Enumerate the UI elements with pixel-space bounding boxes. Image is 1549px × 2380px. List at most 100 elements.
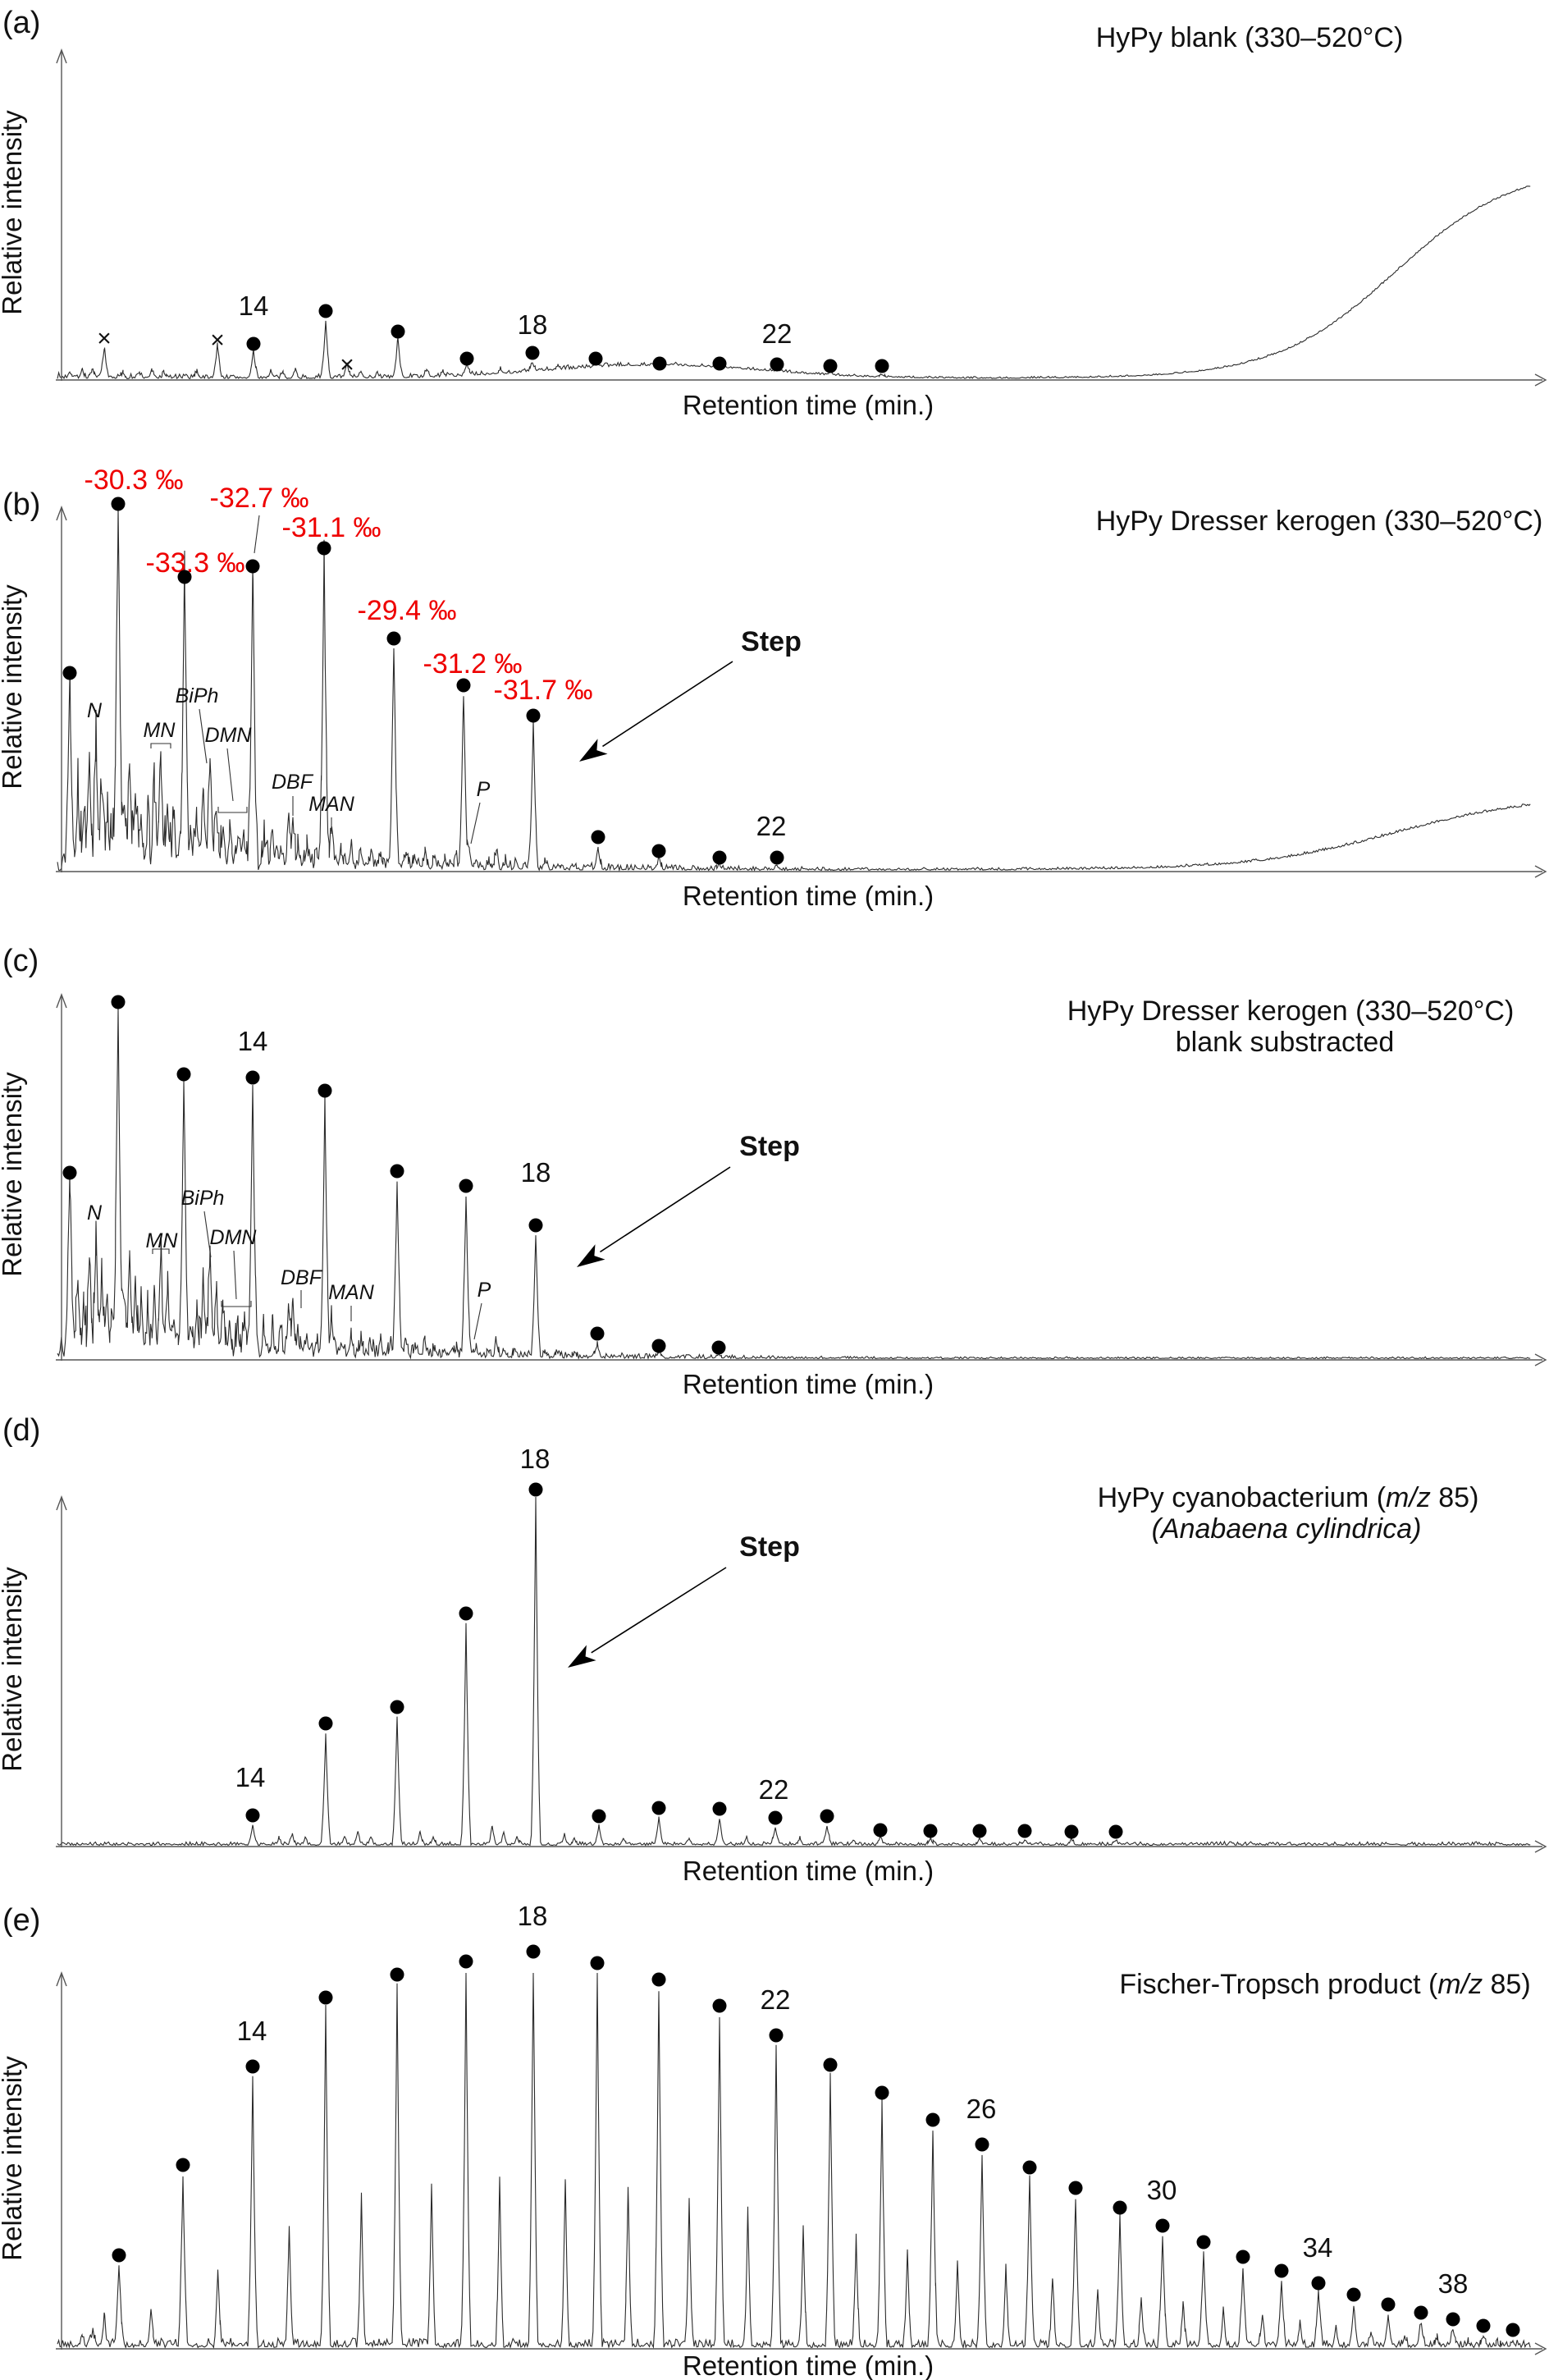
panel-e-peak-dot-2 (245, 2059, 260, 2074)
panel-c-peak-dot-8 (590, 1326, 605, 1341)
panel-a-carbon-number-14: 14 (239, 291, 269, 321)
panel-b-peak-dot-0 (62, 666, 77, 680)
panel-e-peak-dot-5 (459, 1954, 473, 1969)
panel-b-leader-3 (226, 748, 234, 802)
panel-c-peak-dot-7 (528, 1218, 543, 1233)
panel-c-peak-dot-9 (651, 1339, 666, 1353)
panel-c: Retention time (min.) Relative intensity (… (0, 944, 1547, 1399)
panel-c-peak-dot-1 (111, 995, 126, 1009)
panel-b-peak-dot-5 (386, 631, 401, 646)
panel-e-trace (57, 1972, 1531, 2350)
panel-a-peak-dot-9 (823, 359, 838, 373)
panel-c-compound-BiPh: BiPh (181, 1187, 225, 1210)
panel-e-peak-dot-23 (1346, 2287, 1361, 2302)
panel-b-step-label: Step (741, 626, 802, 657)
panel-d-peak-dot-8 (768, 1810, 783, 1825)
panel-e-peak-dot-1 (176, 2158, 190, 2172)
panel-e-peak-dot-19 (1196, 2235, 1211, 2250)
panel-e-peak-dot-25 (1414, 2305, 1428, 2320)
panel-e-peak-dot-14 (975, 2137, 989, 2152)
panel-d-peak-dot-10 (873, 1823, 888, 1838)
panel-e-peak-dot-11 (823, 2057, 838, 2072)
panel-e: Retention time (min.) Relative intensity (… (0, 1901, 1547, 2380)
panel-a-peak-dot-0 (246, 336, 261, 351)
panel-a-contaminant-x-icon-1: × (210, 327, 225, 354)
panel-d-peak-dot-1 (318, 1716, 333, 1731)
panel-e-letter: (e) (2, 1903, 40, 1938)
panel-c-peak-dot-4 (318, 1083, 332, 1098)
panel-b-leader-1 (150, 743, 171, 748)
panel-e-peak-dot-8 (651, 1972, 666, 1987)
panel-a-y-axis-label: Relative intensity (0, 110, 27, 315)
panel-b-peak-dot-8 (591, 830, 605, 844)
panel-e-peak-dot-16 (1068, 2181, 1083, 2195)
panel-c-leader-2 (203, 1211, 212, 1258)
panel-b-peak-dot-6 (456, 678, 471, 693)
panel-a-peak-dot-2 (391, 324, 405, 339)
panel-d-y-axis-label: Relative intensity (0, 1567, 27, 1772)
panel-a-carbon-number-18: 18 (518, 309, 548, 340)
panel-a-title: HyPy blank (330–520°C) (1096, 22, 1404, 53)
panel-e-peak-dot-15 (1022, 2160, 1037, 2175)
panel-b-isotope-label-1: -32.7 ‰ (210, 483, 309, 514)
panel-e-peak-dot-0 (112, 2248, 126, 2263)
panel-b-peak-dot-3 (245, 559, 260, 574)
x-axis-arrow-icon (1534, 1353, 1547, 1366)
panel-a-letter: (a) (2, 6, 40, 40)
panel-c-step-arrowhead-icon (577, 1244, 605, 1267)
x-axis-arrow-icon (1534, 2342, 1547, 2355)
panel-c-x-axis-label: Retention time (min.) (683, 1369, 934, 1399)
panel-e-carbon-number-14: 14 (237, 2016, 267, 2046)
panel-d-carbon-number-18: 18 (520, 1444, 551, 1474)
panel-c-step-label: Step (739, 1131, 800, 1162)
panel-e-carbon-number-22: 22 (761, 1984, 791, 2015)
panel-c-peak-dot-2 (176, 1067, 191, 1082)
panel-e-peak-dot-21 (1274, 2263, 1289, 2278)
panel-a-peak-dot-1 (318, 304, 333, 318)
panel-b-trace (57, 506, 1531, 872)
panel-d-peak-dot-7 (712, 1801, 727, 1816)
y-axis-arrow-icon (56, 993, 67, 1009)
panel-e-peak-dot-13 (925, 2112, 940, 2127)
panel-d-peak-dot-5 (592, 1809, 606, 1824)
panel-a-peak-dot-5 (588, 351, 603, 366)
panel-b-title: HyPy Dresser kerogen (330–520°C) (1096, 506, 1543, 537)
panel-d-peak-dot-11 (923, 1824, 938, 1838)
x-axis-arrow-icon (1534, 373, 1547, 387)
y-axis-arrow-icon (56, 48, 67, 64)
panel-b-peak-dot-7 (526, 708, 541, 723)
panel-c-compound-MN: MN (146, 1229, 179, 1252)
panel-b-isotope-leader (254, 515, 260, 554)
panel-c-leader-7 (473, 1302, 482, 1340)
panel-e-x-axis-label: Retention time (min.) (683, 2350, 934, 2380)
panel-c-title-line2: blank substracted (1176, 1027, 1395, 1058)
panel-a-contaminant-x-icon-2: × (340, 351, 354, 378)
panel-d-x-axis-label: Retention time (min.) (683, 1856, 934, 1886)
x-axis-arrow-icon (1534, 865, 1547, 878)
y-axis-arrow-icon (56, 1495, 67, 1511)
panel-c-peak-dot-0 (62, 1165, 77, 1180)
panel-c-peak-dot-5 (390, 1164, 404, 1179)
panel-d-peak-dot-0 (245, 1808, 260, 1823)
panel-c-step-arrow-line (600, 1166, 731, 1253)
panel-e-peak-dot-3 (318, 1990, 333, 2005)
panel-b-step-arrow-line (602, 661, 733, 748)
panel-d: Retention time (min.) Relative intensity (… (0, 1413, 1547, 1886)
panel-e-peak-dot-24 (1381, 2297, 1396, 2312)
panel-d-title: HyPy cyanobacterium (m/z 85) (1098, 1482, 1479, 1513)
panel-e-peak-dot-26 (1446, 2312, 1460, 2327)
panel-d-peak-dot-6 (651, 1801, 666, 1815)
panel-b-compound-MN: MN (144, 719, 176, 742)
panel-e-peak-dot-4 (390, 1967, 404, 1982)
panel-b-isotope-label-5: -31.2 ‰ (423, 648, 523, 680)
panel-e-carbon-number-34: 34 (1303, 2232, 1333, 2263)
panel-b-step-arrowhead-icon (579, 739, 608, 762)
panel-c-letter: (c) (2, 944, 39, 978)
panel-b-peak-dot-4 (317, 541, 331, 556)
panel-a-carbon-number-22: 22 (762, 318, 793, 349)
panel-b-compound-N: N (87, 699, 103, 722)
panel-a-peak-dot-6 (652, 356, 667, 371)
panel-b-peak-dot-11 (770, 850, 784, 865)
panel-b-isotope-label-2: -31.1 ‰ (282, 512, 382, 543)
panel-c-y-axis-label: Relative intensity (0, 1072, 27, 1277)
